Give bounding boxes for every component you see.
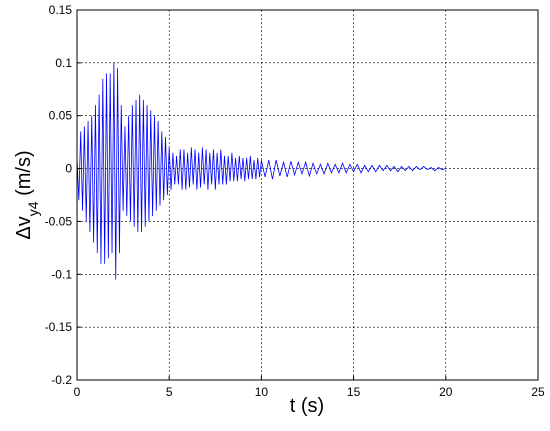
data-line: [76, 62, 446, 280]
y-tick-label: 0.1: [55, 56, 72, 70]
y-label-main: Δv: [13, 216, 35, 239]
y-label-unit: (m/s): [13, 150, 35, 201]
y-tick-label: -0.2: [51, 373, 72, 387]
y-tick-label: -0.15: [45, 320, 73, 334]
y-axis-label: Δvy4 (m/s): [13, 150, 41, 239]
y-label-sub: y4: [25, 201, 41, 216]
x-tick-label: 5: [166, 385, 173, 399]
y-tick-label: -0.1: [51, 267, 72, 281]
y-tick-label: 0.05: [49, 109, 73, 123]
x-tick-label: 15: [347, 385, 361, 399]
x-tick-label: 0: [74, 385, 81, 399]
axes-box: [76, 9, 539, 381]
x-tick-label: 25: [531, 385, 545, 399]
x-tick-label: 20: [439, 385, 453, 399]
x-axis-label: t (s): [290, 395, 324, 417]
x-tick-label: 10: [255, 385, 269, 399]
y-tick-label: 0.15: [49, 3, 73, 17]
y-tick-label: 0: [65, 162, 72, 176]
y-tick-label: -0.05: [45, 214, 73, 228]
